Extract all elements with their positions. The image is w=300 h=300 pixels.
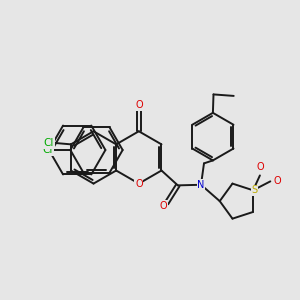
- Text: Cl: Cl: [43, 145, 53, 155]
- Text: Cl: Cl: [44, 138, 54, 148]
- Text: S: S: [251, 185, 258, 195]
- Text: O: O: [257, 162, 264, 172]
- Text: O: O: [159, 201, 167, 211]
- Text: O: O: [135, 178, 142, 189]
- Text: O: O: [135, 100, 142, 110]
- Text: O: O: [273, 176, 281, 186]
- Text: N: N: [197, 180, 205, 190]
